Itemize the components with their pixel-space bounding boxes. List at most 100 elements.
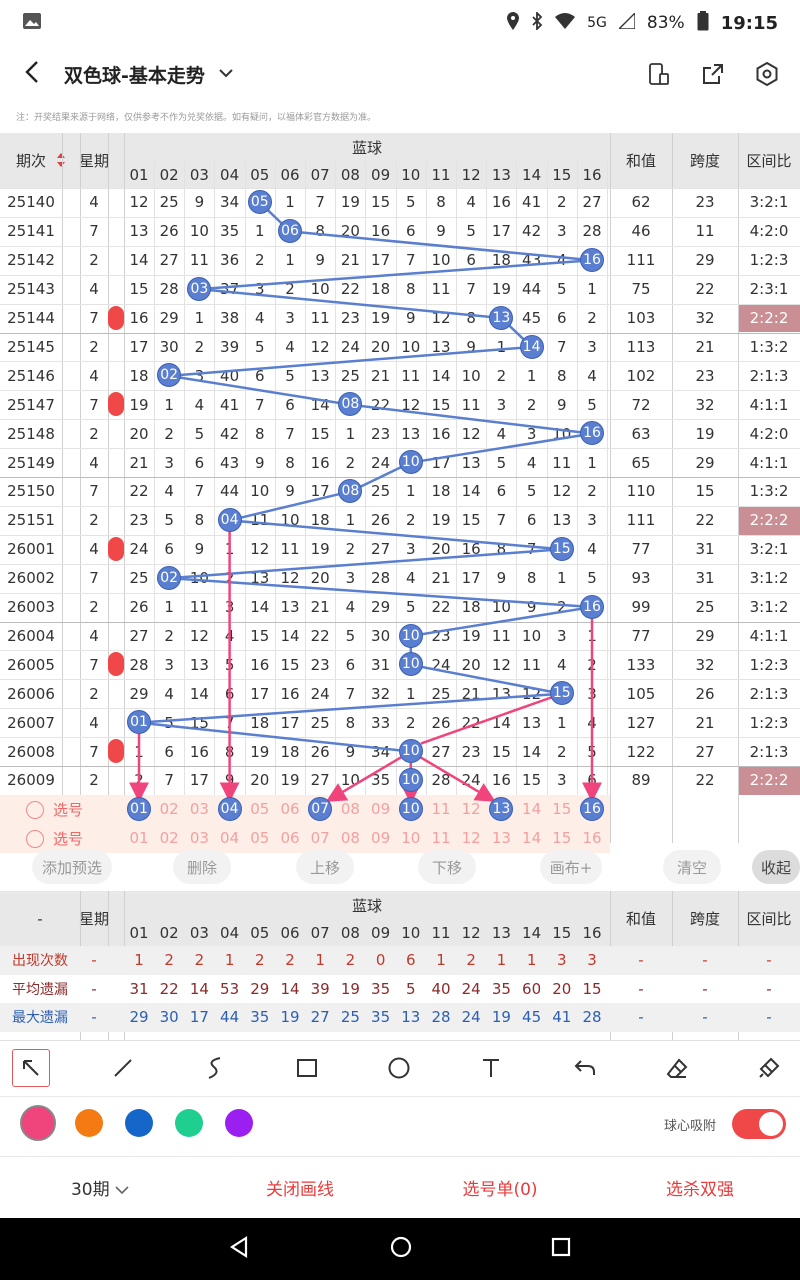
pick-ball[interactable]: 05 [250,800,270,819]
kill-button[interactable]: 选杀双强 [666,1180,734,1200]
color-swatch[interactable] [20,1105,56,1141]
pick-ball[interactable]: 11 [431,829,451,848]
back-nav-icon[interactable] [229,1235,251,1262]
blue-ball-hit[interactable]: 08 [338,392,363,417]
blue-ball-hit[interactable]: 14 [519,334,544,359]
miss-value: 2 [587,482,597,501]
pick-ball[interactable]: 02 [159,829,179,848]
pick-ball[interactable]: 14 [522,800,542,819]
blue-ball-hit[interactable]: 16 [580,421,604,446]
miss-value: 11 [401,366,421,385]
clear-button[interactable]: 清空 [663,850,721,884]
color-swatch[interactable] [225,1109,253,1137]
blue-ball-hit[interactable]: 13 [489,305,514,330]
blue-ball-hit[interactable]: 08 [338,479,363,503]
pick-ball[interactable]: 03 [189,829,209,848]
undo-icon[interactable] [566,1049,604,1087]
pick-ball[interactable]: 15 [552,829,572,848]
blue-ball-hit[interactable]: 10 [398,739,423,764]
miss-value: 11 [461,395,481,414]
recents-nav-icon[interactable] [551,1237,571,1261]
rectangle-icon[interactable] [288,1049,326,1087]
share-icon[interactable] [700,61,726,87]
pick-ball[interactable]: 14 [522,829,542,848]
pick-list-button[interactable]: 选号单(0) [462,1180,538,1200]
pick-ball[interactable]: 08 [340,829,360,848]
pick-radio[interactable] [26,800,44,819]
add-preselect-button[interactable]: 添加预选 [32,850,112,884]
pick-ball[interactable]: 09 [371,829,391,848]
blue-ball-hit[interactable]: 15 [549,536,574,561]
blue-ball-hit[interactable]: 02 [157,363,182,388]
blue-ball-hit[interactable]: 16 [580,594,604,619]
pick-ball[interactable]: 07 [310,829,330,848]
device-icon[interactable] [646,61,672,87]
ratio-cell: 2:2:2 [749,771,789,790]
blue-ball-hit[interactable]: 10 [398,623,423,648]
pick-ball[interactable]: 11 [431,800,451,819]
header-ball-08: 08 [340,165,360,184]
move-up-button[interactable]: 上移 [296,850,354,884]
canvas-add-button[interactable]: 画布+ [540,850,602,884]
pick-ball[interactable]: 02 [159,800,179,819]
blue-ball-hit[interactable]: 15 [549,681,574,706]
collapse-button[interactable]: 收起 [752,850,800,884]
pick-ball[interactable]: 01 [129,829,149,848]
miss-value: 5 [285,366,295,385]
pick-ball[interactable]: 05 [250,829,270,848]
pick-ball[interactable]: 16 [582,829,602,848]
pick-ball-selected[interactable]: 01 [127,796,151,821]
ratio-cell: 2:1:3 [749,366,789,385]
blue-ball-hit[interactable]: 05 [247,190,272,214]
pick-ball[interactable]: 10 [401,829,421,848]
brush-clear-icon[interactable] [750,1049,788,1087]
curve-icon[interactable] [196,1049,234,1087]
pick-ball[interactable]: 03 [189,800,209,819]
text-icon[interactable] [472,1049,510,1087]
arrow-select-icon[interactable] [12,1049,50,1087]
pick-ball[interactable]: 06 [280,829,300,848]
blue-ball-hit[interactable]: 03 [187,276,212,301]
blue-ball-hit[interactable]: 16 [580,247,604,272]
settings-icon[interactable] [754,61,780,87]
move-down-button[interactable]: 下移 [418,850,476,884]
back-button[interactable] [0,57,64,92]
blue-ball-hit[interactable]: 06 [278,218,302,243]
delete-button[interactable]: 删除 [173,850,231,884]
snap-toggle[interactable] [732,1109,786,1139]
pick-ball-selected[interactable]: 04 [217,796,242,821]
sort-icon[interactable] [56,152,66,168]
pick-ball-selected[interactable]: 07 [308,796,333,821]
miss-value: 17 [189,771,209,790]
blue-ball-hit[interactable]: 10 [398,768,423,792]
pick-ball[interactable]: 12 [461,829,481,848]
blue-ball-hit[interactable]: 01 [127,710,151,735]
color-swatch[interactable] [75,1109,103,1137]
pick-ball[interactable]: 06 [280,800,300,819]
pick-radio[interactable] [26,829,44,848]
pick-ball-selected[interactable]: 16 [580,796,604,821]
pick-ball[interactable]: 13 [491,829,511,848]
pick-ball[interactable]: 04 [220,829,240,848]
pick-ball[interactable]: 09 [371,800,391,819]
close-draw-button[interactable]: 关闭画线 [266,1180,334,1200]
blue-ball-hit[interactable]: 04 [217,507,242,532]
blue-ball-hit[interactable]: 10 [398,652,423,677]
miss-value: 4 [345,598,356,617]
color-swatch[interactable] [125,1109,153,1137]
span-cell: 29 [695,453,715,472]
blue-ball-hit[interactable]: 02 [157,565,182,590]
chevron-down-icon[interactable] [219,66,233,82]
color-swatch[interactable] [175,1109,203,1137]
circle-icon[interactable] [380,1049,418,1087]
home-nav-icon[interactable] [390,1236,412,1262]
pick-ball[interactable]: 15 [552,800,572,819]
pick-ball[interactable]: 12 [461,800,481,819]
miss-value: 12 [431,309,451,328]
pick-ball-selected[interactable]: 10 [398,796,423,821]
blue-ball-hit[interactable]: 10 [398,450,423,475]
line-icon[interactable] [104,1049,142,1087]
pick-ball[interactable]: 08 [340,800,360,819]
period-selector[interactable]: 30期 [0,1175,200,1200]
eraser-icon[interactable] [658,1049,696,1087]
